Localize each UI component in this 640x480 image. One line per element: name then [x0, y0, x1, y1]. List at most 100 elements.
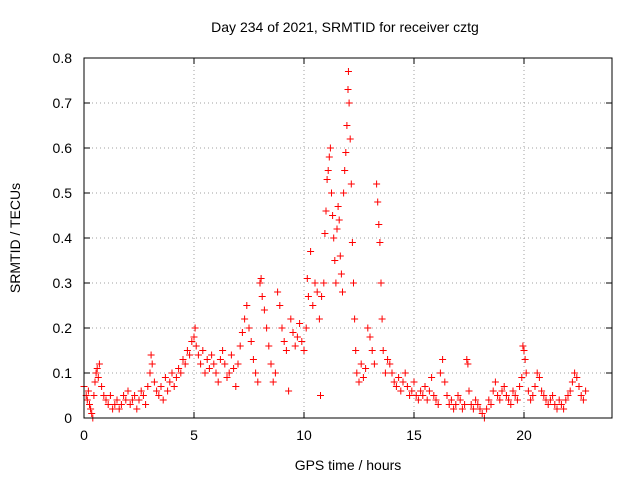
data-point: [274, 288, 282, 296]
data-point: [307, 248, 315, 255]
data-point: [161, 374, 169, 381]
data-point: [352, 347, 360, 354]
data-point: [562, 396, 570, 404]
data-point: [329, 212, 337, 219]
data-point: [177, 369, 185, 377]
data-point: [560, 405, 568, 413]
data-point: [465, 387, 473, 395]
data-point: [230, 365, 238, 372]
data-point: [148, 360, 156, 368]
data-point: [364, 324, 372, 332]
data-point: [366, 333, 374, 341]
data-point: [131, 392, 139, 399]
data-point: [384, 356, 392, 363]
data-point: [249, 356, 257, 363]
data-point: [309, 302, 317, 309]
data-point: [458, 405, 466, 413]
data-point: [252, 369, 260, 377]
data-point: [236, 342, 244, 350]
data-point: [540, 392, 548, 399]
data-point: [155, 392, 163, 399]
data-point: [300, 347, 308, 354]
data-point: [199, 347, 207, 354]
data-point: [487, 401, 495, 408]
data-point: [194, 351, 202, 359]
y-tick-label: 0.1: [53, 365, 73, 381]
data-point: [336, 252, 344, 260]
data-point: [214, 378, 222, 386]
data-point: [568, 378, 576, 386]
data-point: [153, 387, 161, 395]
data-point: [109, 405, 117, 413]
data-point: [331, 257, 339, 264]
data-point: [377, 279, 385, 287]
data-point: [225, 369, 233, 377]
data-point: [181, 360, 189, 368]
data-point: [375, 221, 383, 228]
data-point: [571, 369, 579, 377]
data-point: [441, 378, 449, 386]
data-point: [469, 405, 477, 413]
data-point: [408, 387, 416, 395]
data-point: [386, 360, 394, 368]
data-point: [186, 351, 194, 359]
data-point: [84, 387, 92, 395]
data-point: [179, 356, 187, 363]
data-point: [374, 198, 382, 206]
data-point: [341, 167, 349, 174]
data-point: [362, 365, 370, 372]
data-point: [519, 342, 527, 350]
data-point: [531, 383, 539, 390]
data-point: [170, 383, 178, 390]
data-point: [159, 396, 167, 404]
data-point: [557, 401, 565, 408]
data-point: [315, 315, 323, 323]
data-point: [332, 279, 340, 287]
data-point: [410, 378, 418, 386]
data-point: [334, 203, 342, 210]
data-point: [278, 324, 286, 332]
data-point: [464, 360, 472, 368]
data-point: [126, 401, 134, 408]
data-point: [265, 342, 273, 350]
data-point: [320, 279, 328, 287]
x-axis-label: GPS time / hours: [295, 457, 402, 473]
data-point: [323, 176, 331, 183]
data-point: [509, 387, 517, 395]
data-point: [91, 378, 99, 386]
data-point: [326, 144, 334, 152]
data-point: [216, 356, 224, 363]
data-point: [388, 369, 396, 377]
data-point: [128, 396, 136, 404]
data-point: [544, 401, 552, 408]
x-tick-label: 15: [406, 427, 422, 443]
data-point: [456, 396, 464, 404]
data-point: [111, 401, 119, 408]
data-point: [381, 369, 389, 377]
data-point: [549, 392, 557, 399]
data-point: [260, 306, 268, 314]
data-point: [432, 396, 440, 404]
data-point: [343, 122, 351, 129]
data-point: [529, 392, 537, 399]
data-point: [376, 239, 384, 246]
data-point: [399, 378, 407, 386]
data-point: [564, 392, 572, 399]
data-point: [483, 405, 491, 413]
data-point: [511, 392, 519, 399]
data-point: [491, 378, 499, 386]
data-point: [147, 351, 155, 359]
data-point: [452, 401, 460, 408]
data-point: [353, 369, 361, 377]
data-point: [257, 275, 265, 282]
data-point: [533, 369, 541, 377]
y-tick-label: 0.2: [53, 320, 73, 336]
data-point: [339, 288, 346, 296]
data-point: [124, 387, 132, 395]
data-point: [436, 369, 444, 377]
data-point: [535, 374, 543, 381]
data-point: [445, 401, 453, 408]
data-point: [311, 279, 319, 287]
data-point: [406, 392, 414, 399]
